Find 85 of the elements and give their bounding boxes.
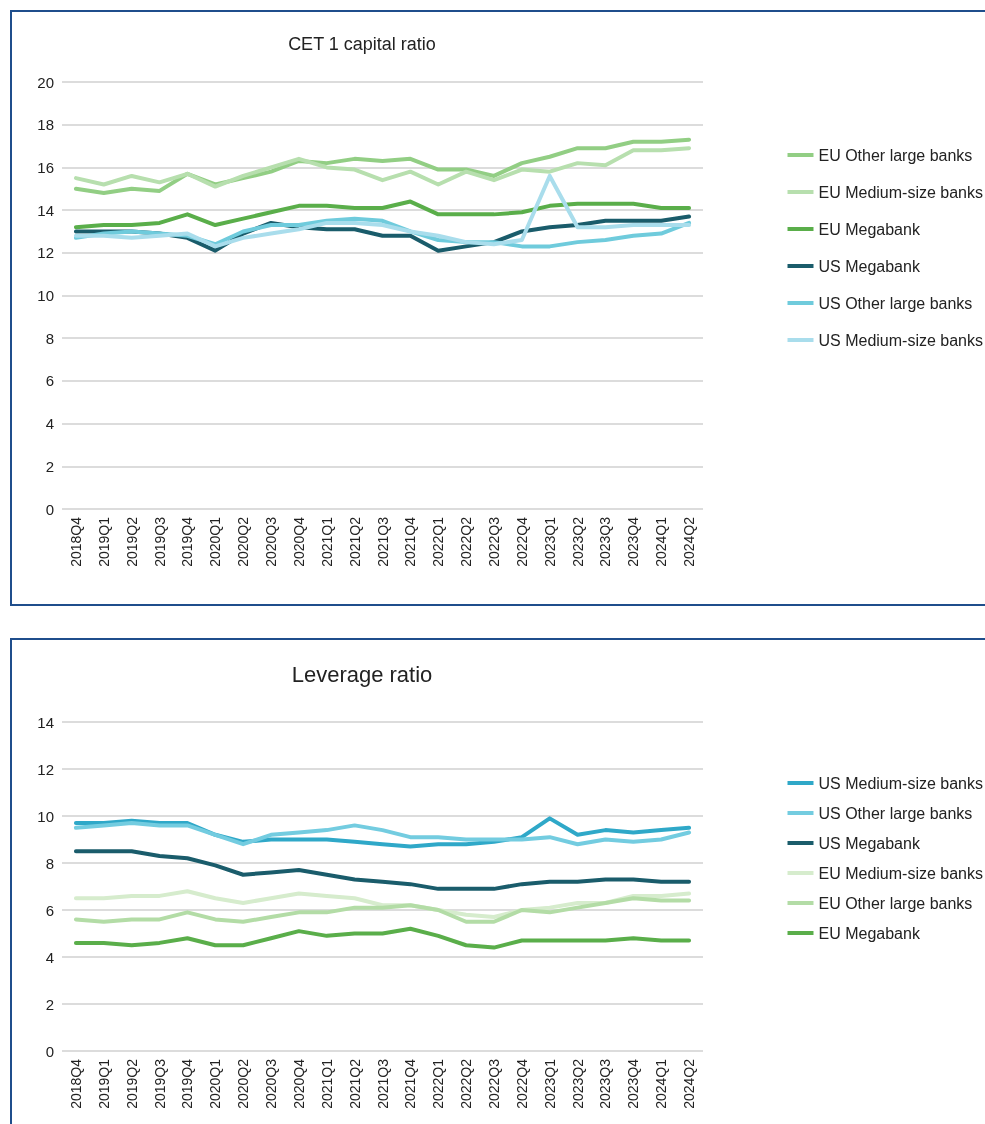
legend-label: EU Other large banks bbox=[818, 894, 973, 912]
y-tick-label: 8 bbox=[45, 854, 54, 872]
x-tick-label: 2023Q4 bbox=[625, 516, 642, 567]
line-series bbox=[73, 896, 692, 924]
x-tick-label: 2024Q2 bbox=[681, 516, 698, 567]
x-tick-label: 2022Q1 bbox=[430, 1058, 447, 1109]
x-tick-label: 2024Q1 bbox=[653, 1058, 670, 1109]
x-tick-label: 2022Q3 bbox=[485, 516, 502, 567]
x-tick-label: 2020Q4 bbox=[290, 1058, 307, 1109]
legend-label: EU Megabank bbox=[818, 924, 921, 942]
x-tick-label: 2023Q2 bbox=[569, 516, 586, 567]
y-tick-label: 16 bbox=[37, 158, 54, 176]
x-tick-label: 2021Q4 bbox=[402, 516, 419, 567]
legend-label: US Megabank bbox=[818, 834, 921, 852]
legend-label: US Medium-size banks bbox=[818, 774, 983, 792]
y-tick-label: 2 bbox=[45, 457, 54, 475]
line-series bbox=[73, 926, 692, 950]
legend-label: EU Medium-size banks bbox=[818, 183, 983, 201]
y-tick-label: 6 bbox=[45, 372, 54, 390]
x-tick-label: 2020Q3 bbox=[263, 516, 280, 567]
line-series bbox=[73, 849, 692, 891]
y-tick-label: 12 bbox=[37, 244, 54, 262]
x-tick-label: 2022Q2 bbox=[458, 516, 475, 567]
x-tick-label: 2022Q4 bbox=[513, 1058, 530, 1109]
x-tick-label: 2018Q4 bbox=[67, 1058, 84, 1109]
x-tick-label: 2021Q3 bbox=[374, 1058, 391, 1109]
legend-label: EU Other large banks bbox=[818, 146, 973, 164]
y-tick-label: 2 bbox=[45, 995, 54, 1013]
x-tick-label: 2023Q1 bbox=[541, 516, 558, 567]
x-tick-label: 2021Q2 bbox=[346, 1058, 363, 1109]
x-tick-label: 2023Q2 bbox=[569, 1058, 586, 1109]
y-tick-label: 14 bbox=[37, 713, 54, 731]
y-tick-label: 6 bbox=[45, 901, 54, 919]
x-tick-label: 2022Q2 bbox=[458, 1058, 475, 1109]
x-tick-label: 2021Q3 bbox=[374, 516, 391, 567]
x-tick-label: 2021Q1 bbox=[318, 516, 335, 567]
legend-label: US Medium-size banks bbox=[818, 331, 983, 349]
x-tick-label: 2023Q3 bbox=[597, 516, 614, 567]
legend-label: EU Megabank bbox=[818, 220, 921, 238]
y-tick-label: 10 bbox=[37, 807, 54, 825]
x-tick-label: 2020Q3 bbox=[263, 1058, 280, 1109]
line-series bbox=[73, 173, 692, 249]
x-tick-label: 2024Q1 bbox=[653, 516, 670, 567]
y-tick-label: 4 bbox=[45, 415, 54, 433]
legend-label: US Other large banks bbox=[818, 804, 973, 822]
x-tick-label: 2021Q1 bbox=[318, 1058, 335, 1109]
x-tick-label: 2018Q4 bbox=[67, 516, 84, 567]
x-tick-label: 2020Q1 bbox=[207, 1058, 224, 1109]
x-tick-label: 2019Q4 bbox=[179, 1058, 196, 1109]
x-tick-label: 2022Q4 bbox=[513, 516, 530, 567]
x-tick-label: 2020Q1 bbox=[207, 516, 224, 567]
x-tick-label: 2024Q2 bbox=[681, 1058, 698, 1109]
x-tick-label: 2020Q2 bbox=[235, 1058, 252, 1109]
legend-label: US Megabank bbox=[818, 257, 921, 275]
y-tick-label: 18 bbox=[37, 116, 54, 134]
y-tick-label: 20 bbox=[37, 73, 54, 91]
x-tick-label: 2023Q3 bbox=[597, 1058, 614, 1109]
x-tick-label: 2021Q4 bbox=[402, 1058, 419, 1109]
y-tick-label: 8 bbox=[45, 329, 54, 347]
x-tick-label: 2023Q4 bbox=[625, 1058, 642, 1109]
y-tick-label: 12 bbox=[37, 760, 54, 778]
y-tick-label: 14 bbox=[37, 201, 54, 219]
x-tick-label: 2019Q1 bbox=[95, 516, 112, 567]
x-tick-label: 2022Q3 bbox=[485, 1058, 502, 1109]
chart-title: Leverage ratio bbox=[291, 661, 433, 687]
chart-title: CET 1 capital ratio bbox=[288, 34, 436, 54]
x-tick-label: 2019Q3 bbox=[151, 1058, 168, 1109]
x-tick-label: 2019Q1 bbox=[95, 1058, 112, 1109]
y-tick-label: 10 bbox=[37, 287, 54, 304]
x-tick-label: 2023Q1 bbox=[541, 1058, 558, 1109]
y-tick-label: 4 bbox=[45, 948, 54, 966]
x-tick-label: 2020Q4 bbox=[290, 516, 307, 567]
line-series bbox=[73, 146, 692, 189]
legend-label: US Other large banks bbox=[818, 294, 973, 312]
legend-label: EU Medium-size banks bbox=[818, 864, 983, 882]
x-tick-label: 2022Q1 bbox=[430, 516, 447, 567]
x-tick-label: 2021Q2 bbox=[346, 516, 363, 567]
x-tick-label: 2019Q2 bbox=[123, 516, 140, 567]
x-tick-label: 2019Q4 bbox=[179, 516, 196, 567]
y-tick-label: 0 bbox=[45, 500, 54, 518]
x-tick-label: 2020Q2 bbox=[235, 516, 252, 567]
x-tick-label: 2019Q3 bbox=[151, 516, 168, 567]
x-tick-label: 2019Q2 bbox=[123, 1058, 140, 1109]
line-series bbox=[73, 199, 692, 230]
y-tick-label: 0 bbox=[45, 1042, 54, 1060]
